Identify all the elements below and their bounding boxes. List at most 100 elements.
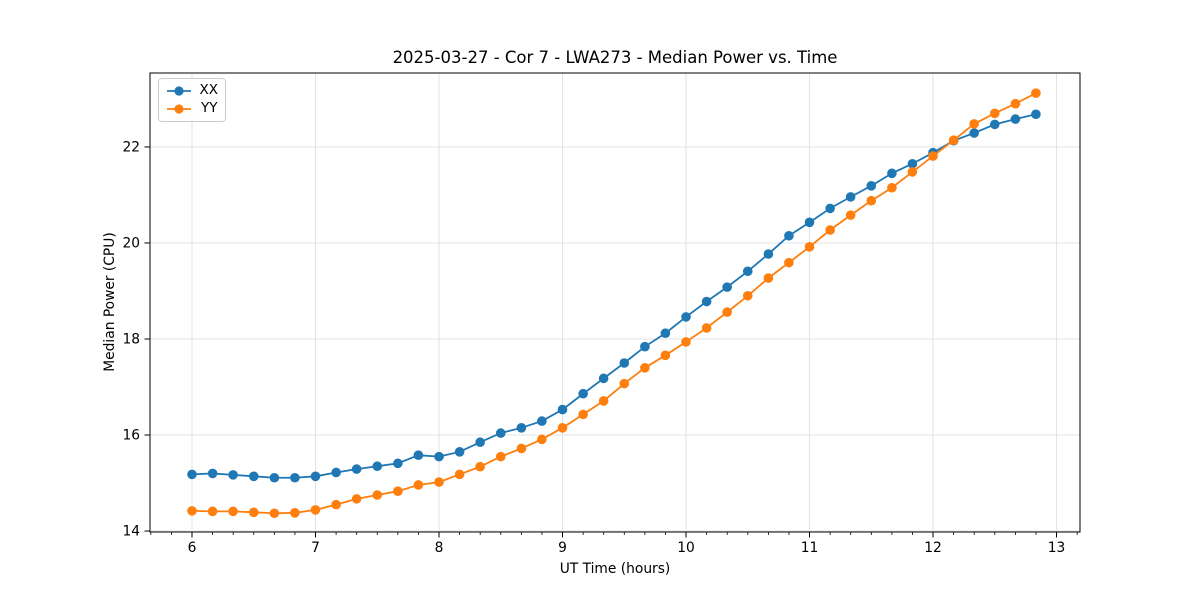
series-xx-marker: [598, 373, 609, 384]
series-xx-marker: [351, 464, 362, 474]
series-yy-marker: [660, 350, 671, 361]
series-yy-marker: [742, 290, 753, 301]
series-yy-marker: [845, 210, 856, 220]
legend-item-xx: XX: [166, 82, 218, 100]
series-xx-marker: [907, 158, 918, 169]
series-yy-marker: [969, 119, 979, 129]
series-yy-marker: [434, 477, 444, 487]
x-tick-label: 9: [558, 540, 567, 556]
legend-item-yy: YY: [166, 100, 218, 118]
y-tick-label: 14: [122, 524, 140, 540]
series-xx-marker: [804, 217, 815, 228]
series-yy-marker: [310, 505, 321, 515]
series-yy-marker: [454, 469, 465, 480]
series-xx-marker: [866, 181, 877, 191]
series-yy-marker: [928, 151, 938, 161]
series-xx-marker: [228, 470, 238, 480]
y-tick-label: 20: [122, 235, 140, 251]
series-xx-marker: [290, 472, 300, 483]
series-xx-marker: [742, 266, 753, 277]
series-yy-marker: [763, 273, 774, 283]
y-tick-label: 22: [122, 139, 140, 155]
series-yy-marker: [1010, 98, 1021, 109]
series-xx-marker: [1031, 109, 1041, 120]
y-tick-label: 16: [122, 428, 140, 444]
series-yy-marker: [948, 135, 959, 146]
series-xx-marker: [516, 423, 527, 433]
series-xx-marker: [989, 119, 1000, 130]
series-yy-marker: [228, 506, 238, 517]
x-tick-label: 7: [311, 540, 320, 556]
series-xx-marker: [310, 471, 321, 482]
series-yy-marker: [248, 507, 259, 518]
series-xx-marker: [557, 404, 568, 415]
series-xx-marker: [763, 249, 774, 259]
series-xx-marker: [722, 282, 732, 292]
series-yy-line: [191, 92, 1037, 515]
series-xx-marker: [269, 472, 280, 483]
y-axis-label: Median Power (CPU): [102, 232, 118, 372]
series-yy-marker: [804, 242, 815, 252]
legend-label-yy: YY: [201, 100, 218, 117]
series-yy-marker: [187, 506, 197, 516]
series-yy-marker: [413, 480, 424, 490]
series-xx-marker: [537, 416, 547, 426]
series-yy-marker: [722, 307, 732, 317]
series-xx-marker: [660, 328, 671, 339]
series-yy-marker: [578, 409, 588, 420]
x-axis-label: UT Time (hours): [559, 561, 671, 577]
x-tick-label: 12: [924, 540, 942, 556]
series-xx-marker: [701, 296, 712, 307]
series-yy-marker: [1031, 88, 1041, 98]
series-yy-marker: [598, 396, 609, 406]
plot-frame: [149, 72, 1081, 533]
series-xx-marker: [372, 461, 383, 472]
series-yy-marker: [290, 507, 300, 518]
series-yy-marker: [825, 225, 835, 235]
series-yy-marker: [269, 508, 280, 519]
x-tick-label: 10: [677, 540, 695, 556]
series-yy-marker: [537, 434, 547, 445]
series-yy-marker: [989, 108, 1000, 119]
series-xx-marker: [845, 192, 856, 202]
series-yy-marker: [619, 378, 630, 389]
series-xx-marker: [969, 128, 979, 138]
series-yy-marker: [331, 499, 341, 510]
y-tick-label: 18: [122, 331, 140, 347]
series-yy-marker: [475, 461, 485, 472]
series-yy-marker: [640, 362, 650, 373]
series-yy-marker: [784, 257, 794, 268]
series-xx-marker: [784, 230, 794, 241]
series-yy-marker: [372, 490, 383, 500]
chart-title: 2025-03-27 - Cor 7 - LWA273 - Median Pow…: [392, 48, 838, 67]
series-xx-marker: [248, 471, 259, 482]
series-yy-marker: [701, 323, 712, 333]
series-xx-marker: [1010, 114, 1021, 124]
series-xx-marker: [578, 388, 588, 399]
x-tick-label: 11: [801, 540, 819, 556]
legend: XX YY: [158, 78, 226, 122]
series-yy-marker: [866, 195, 877, 206]
x-tick-label: 6: [188, 540, 197, 556]
series-xx-marker: [454, 447, 465, 457]
series-xx-marker: [393, 458, 403, 469]
series-yy-marker: [681, 337, 691, 347]
series-xx-marker: [640, 341, 650, 352]
series-xx-marker: [207, 468, 218, 479]
series-yy-marker: [907, 167, 918, 177]
series-yy-marker: [351, 494, 362, 504]
series-xx-marker: [187, 469, 197, 480]
series-yy-marker: [207, 506, 218, 517]
series-xx-marker: [887, 168, 897, 179]
x-tick-label: 13: [1048, 540, 1066, 556]
series-xx-marker: [413, 450, 424, 460]
series-yy-marker: [516, 443, 527, 454]
series-xx-marker: [331, 467, 341, 478]
series-yy-marker: [495, 451, 506, 462]
legend-marker-yy-icon: [167, 104, 191, 114]
x-tick-label: 8: [435, 540, 444, 556]
series-xx-marker: [434, 451, 444, 462]
series-xx-marker: [619, 358, 630, 368]
